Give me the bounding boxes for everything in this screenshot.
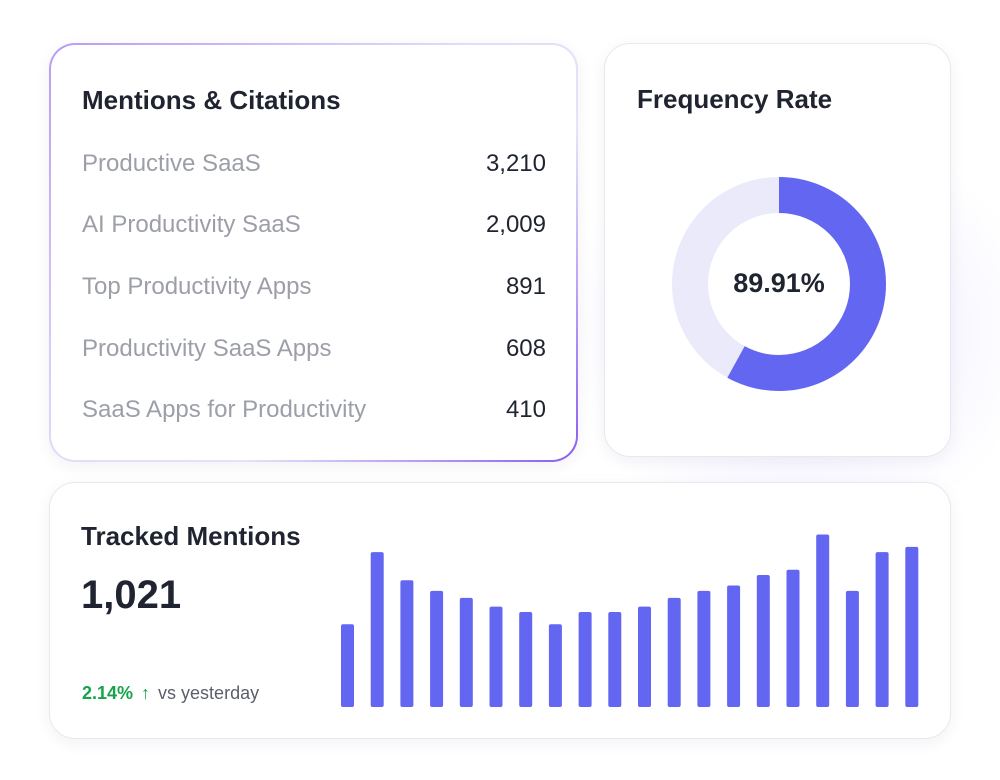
change-note: vs yesterday: [158, 683, 260, 703]
bar: [638, 606, 651, 707]
change-percentage: 2.14%: [82, 683, 134, 703]
mention-count: 2,009: [485, 211, 546, 238]
arrow-up-icon: ↑: [141, 683, 151, 703]
mention-row: Productive SaaS 3,210: [82, 150, 546, 182]
mention-label: AI Productivity SaaS: [82, 211, 301, 238]
change-indicator: 2.14% ↑ vs yesterday: [82, 683, 259, 704]
bar: [489, 606, 503, 707]
bar: [756, 575, 770, 707]
bar: [608, 611, 622, 707]
bar: [875, 552, 889, 707]
frequency-donut-chart: [672, 177, 886, 391]
bar: [400, 580, 414, 707]
bar: [519, 611, 533, 707]
frequency-card-title: Frequency Rate: [637, 84, 833, 114]
mention-label: Productivity SaaS Apps: [82, 335, 332, 362]
tracked-mentions-bar-chart: [341, 534, 919, 707]
bar: [667, 597, 681, 707]
bar: [697, 590, 711, 707]
mention-row: AI Productivity SaaS 2,009: [82, 211, 546, 243]
frequency-rate-value: 89.91%: [733, 268, 825, 298]
mention-row: SaaS Apps for Productivity 410: [82, 396, 546, 428]
bar: [370, 552, 384, 707]
mentions-citations-card: Mentions & Citations Productive SaaS 3,2…: [49, 43, 578, 462]
bar: [786, 569, 800, 707]
bar: [578, 611, 592, 707]
tracked-mentions-card: Tracked Mentions 1,021 2.14% ↑ vs yesterda…: [49, 482, 951, 739]
mention-count: 608: [505, 335, 546, 362]
tracked-mentions-count: 1,021: [81, 573, 182, 617]
mention-row: Top Productivity Apps 891: [82, 273, 546, 305]
mention-count: 410: [505, 396, 546, 423]
bar: [341, 624, 354, 707]
bar: [459, 597, 473, 707]
tracked-card-title: Tracked Mentions: [81, 521, 301, 551]
mention-label: Productive SaaS: [82, 150, 261, 177]
donut-progress-arc: [672, 177, 886, 391]
bar: [905, 546, 919, 707]
mention-label: Top Productivity Apps: [82, 273, 312, 300]
mention-count: 891: [505, 273, 546, 300]
frequency-rate-card: Frequency Rate 89.91%: [604, 43, 951, 457]
bar: [816, 534, 830, 707]
bar: [430, 590, 444, 707]
mention-label: SaaS Apps for Productivity: [82, 396, 367, 423]
bar: [548, 624, 562, 707]
mention-row: Productivity SaaS Apps 608: [82, 335, 546, 367]
bar: [845, 590, 859, 707]
mention-count: 3,210: [485, 150, 546, 177]
bar: [727, 585, 741, 707]
mentions-card-title: Mentions & Citations: [82, 85, 341, 115]
